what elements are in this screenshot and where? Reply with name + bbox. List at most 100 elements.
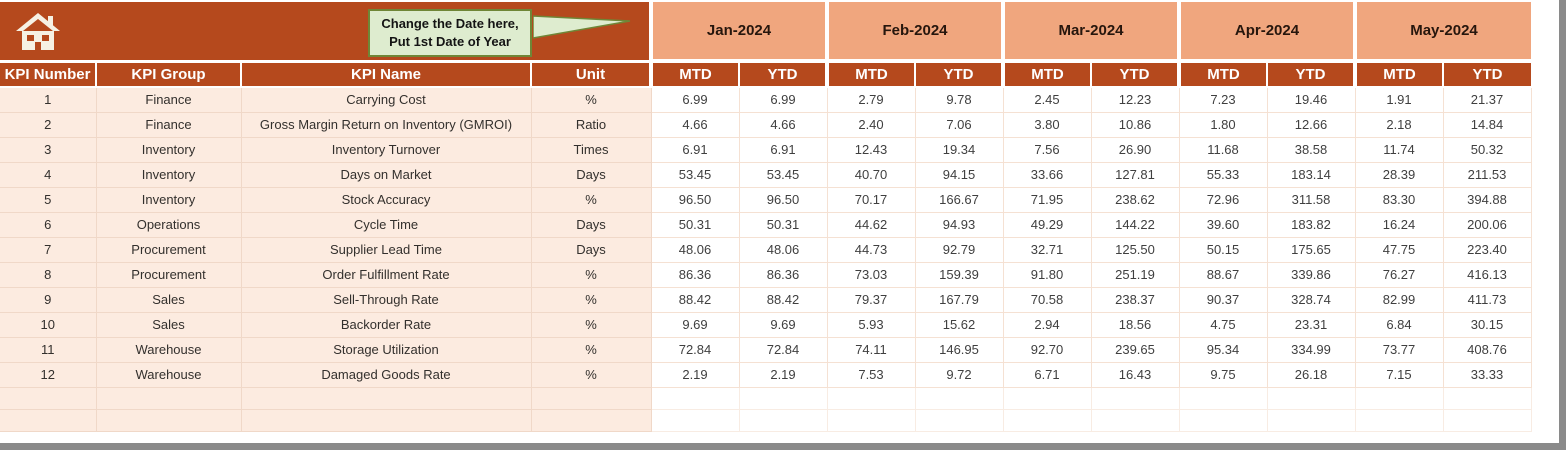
cell-value[interactable]: 91.80 xyxy=(1003,262,1092,288)
cell-kpi-group[interactable]: Inventory xyxy=(96,187,242,213)
cell-value[interactable]: 48.06 xyxy=(739,237,828,263)
cell-empty[interactable] xyxy=(651,387,740,410)
cell-kpi-group[interactable]: Finance xyxy=(96,87,242,113)
cell-value[interactable]: 6.71 xyxy=(1003,362,1092,388)
cell-empty[interactable] xyxy=(96,409,242,432)
cell-value[interactable]: 239.65 xyxy=(1091,337,1180,363)
cell-value[interactable]: 251.19 xyxy=(1091,262,1180,288)
cell-kpi-number[interactable]: 9 xyxy=(0,287,97,313)
cell-unit[interactable]: Days xyxy=(531,162,652,188)
cell-empty[interactable] xyxy=(1443,387,1532,410)
cell-value[interactable]: 88.42 xyxy=(651,287,740,313)
cell-value[interactable]: 238.62 xyxy=(1091,187,1180,213)
cell-value[interactable]: 72.84 xyxy=(739,337,828,363)
cell-value[interactable]: 16.24 xyxy=(1355,212,1444,238)
cell-kpi-name[interactable]: Storage Utilization xyxy=(241,337,532,363)
cell-value[interactable]: 183.14 xyxy=(1267,162,1356,188)
cell-value[interactable]: 40.70 xyxy=(827,162,916,188)
cell-value[interactable]: 96.50 xyxy=(651,187,740,213)
cell-unit[interactable]: % xyxy=(531,87,652,113)
cell-value[interactable]: 408.76 xyxy=(1443,337,1532,363)
cell-kpi-name[interactable]: Backorder Rate xyxy=(241,312,532,338)
cell-value[interactable]: 39.60 xyxy=(1179,212,1268,238)
cell-value[interactable]: 167.79 xyxy=(915,287,1004,313)
cell-empty[interactable] xyxy=(739,409,828,432)
cell-kpi-number[interactable]: 11 xyxy=(0,337,97,363)
cell-value[interactable]: 73.03 xyxy=(827,262,916,288)
cell-empty[interactable] xyxy=(1179,409,1268,432)
cell-empty[interactable] xyxy=(651,409,740,432)
cell-kpi-number[interactable]: 1 xyxy=(0,87,97,113)
cell-value[interactable]: 1.80 xyxy=(1179,112,1268,138)
cell-value[interactable]: 33.66 xyxy=(1003,162,1092,188)
cell-empty[interactable] xyxy=(1091,387,1180,410)
cell-value[interactable]: 48.06 xyxy=(651,237,740,263)
cell-empty[interactable] xyxy=(827,409,916,432)
cell-value[interactable]: 16.43 xyxy=(1091,362,1180,388)
cell-unit[interactable]: % xyxy=(531,187,652,213)
cell-value[interactable]: 33.33 xyxy=(1443,362,1532,388)
cell-value[interactable]: 146.95 xyxy=(915,337,1004,363)
cell-kpi-name[interactable]: Stock Accuracy xyxy=(241,187,532,213)
cell-value[interactable]: 88.42 xyxy=(739,287,828,313)
subheader-mar-2024-mtd[interactable]: MTD xyxy=(1003,61,1092,88)
cell-kpi-number[interactable]: 8 xyxy=(0,262,97,288)
cell-kpi-number[interactable]: 10 xyxy=(0,312,97,338)
colheader-unit[interactable]: Unit xyxy=(531,61,653,88)
cell-empty[interactable] xyxy=(1091,409,1180,432)
cell-value[interactable]: 50.15 xyxy=(1179,237,1268,263)
cell-unit[interactable]: % xyxy=(531,312,652,338)
cell-value[interactable]: 166.67 xyxy=(915,187,1004,213)
cell-value[interactable]: 44.73 xyxy=(827,237,916,263)
cell-value[interactable]: 47.75 xyxy=(1355,237,1444,263)
subheader-feb-2024-mtd[interactable]: MTD xyxy=(827,61,916,88)
cell-empty[interactable] xyxy=(827,387,916,410)
cell-value[interactable]: 82.99 xyxy=(1355,287,1444,313)
cell-value[interactable]: 125.50 xyxy=(1091,237,1180,263)
cell-value[interactable]: 416.13 xyxy=(1443,262,1532,288)
cell-value[interactable]: 223.40 xyxy=(1443,237,1532,263)
cell-empty[interactable] xyxy=(1355,409,1444,432)
cell-value[interactable]: 72.84 xyxy=(651,337,740,363)
cell-empty[interactable] xyxy=(1443,409,1532,432)
cell-value[interactable]: 86.36 xyxy=(651,262,740,288)
cell-value[interactable]: 328.74 xyxy=(1267,287,1356,313)
cell-value[interactable]: 9.72 xyxy=(915,362,1004,388)
cell-value[interactable]: 32.71 xyxy=(1003,237,1092,263)
cell-kpi-group[interactable]: Procurement xyxy=(96,262,242,288)
cell-unit[interactable]: Days xyxy=(531,212,652,238)
cell-empty[interactable] xyxy=(0,409,97,432)
subheader-jan-2024-mtd[interactable]: MTD xyxy=(651,61,740,88)
cell-value[interactable]: 76.27 xyxy=(1355,262,1444,288)
cell-value[interactable]: 50.31 xyxy=(651,212,740,238)
cell-unit[interactable]: % xyxy=(531,262,652,288)
cell-kpi-group[interactable]: Procurement xyxy=(96,237,242,263)
cell-value[interactable]: 15.62 xyxy=(915,312,1004,338)
cell-value[interactable]: 26.90 xyxy=(1091,137,1180,163)
cell-value[interactable]: 6.99 xyxy=(739,87,828,113)
cell-value[interactable]: 175.65 xyxy=(1267,237,1356,263)
cell-value[interactable]: 127.81 xyxy=(1091,162,1180,188)
cell-value[interactable]: 92.70 xyxy=(1003,337,1092,363)
cell-value[interactable]: 12.43 xyxy=(827,137,916,163)
cell-value[interactable]: 90.37 xyxy=(1179,287,1268,313)
cell-value[interactable]: 159.39 xyxy=(915,262,1004,288)
cell-value[interactable]: 21.37 xyxy=(1443,87,1532,113)
cell-value[interactable]: 3.80 xyxy=(1003,112,1092,138)
cell-value[interactable]: 38.58 xyxy=(1267,137,1356,163)
cell-value[interactable]: 53.45 xyxy=(651,162,740,188)
cell-value[interactable]: 30.15 xyxy=(1443,312,1532,338)
subheader-apr-2024-ytd[interactable]: YTD xyxy=(1267,61,1357,88)
cell-kpi-number[interactable]: 4 xyxy=(0,162,97,188)
cell-value[interactable]: 2.45 xyxy=(1003,87,1092,113)
cell-value[interactable]: 7.53 xyxy=(827,362,916,388)
cell-value[interactable]: 96.50 xyxy=(739,187,828,213)
cell-unit[interactable]: Ratio xyxy=(531,112,652,138)
cell-value[interactable]: 95.34 xyxy=(1179,337,1268,363)
cell-value[interactable]: 238.37 xyxy=(1091,287,1180,313)
cell-value[interactable]: 18.56 xyxy=(1091,312,1180,338)
cell-empty[interactable] xyxy=(0,387,97,410)
cell-empty[interactable] xyxy=(1003,409,1092,432)
cell-empty[interactable] xyxy=(1179,387,1268,410)
cell-value[interactable]: 4.66 xyxy=(651,112,740,138)
